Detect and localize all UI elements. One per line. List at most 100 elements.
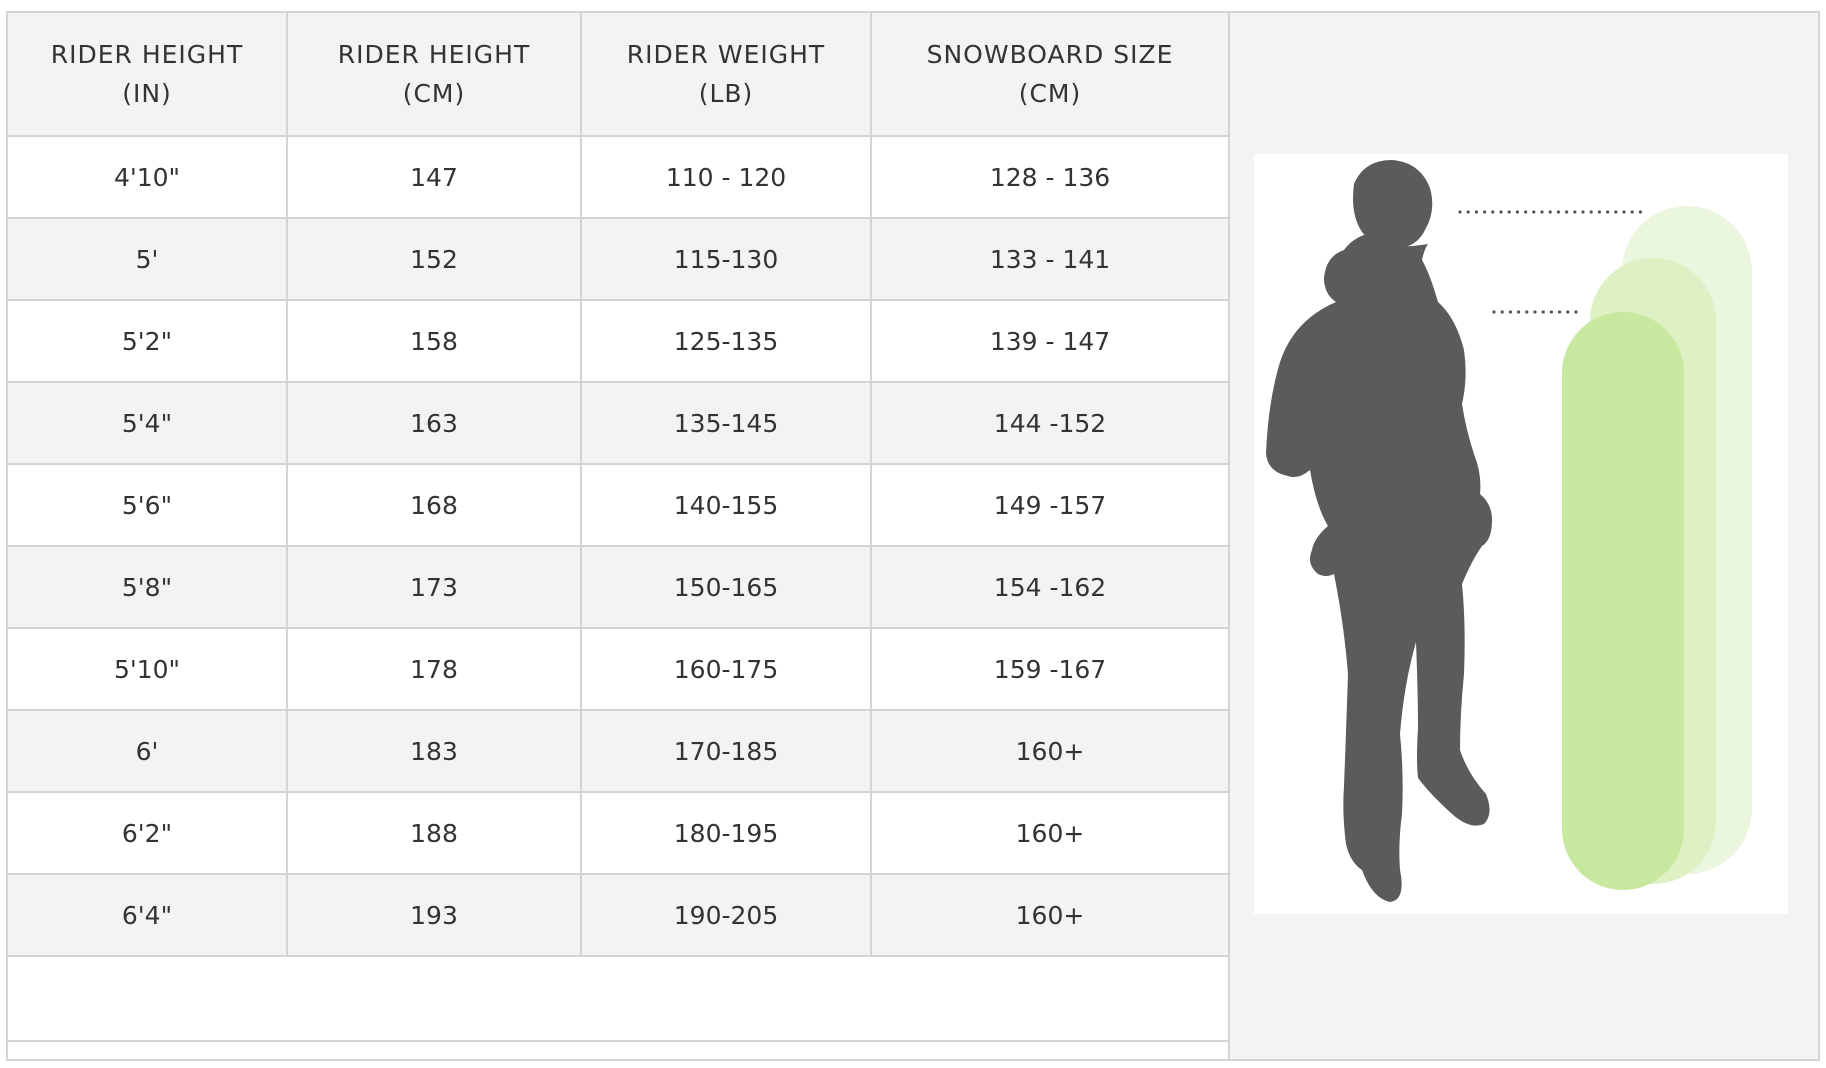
cell-board-size: 139 - 147 [870, 299, 1230, 383]
guide-dot [1581, 210, 1585, 214]
guide-dot [1574, 310, 1578, 314]
guide-dot [1548, 210, 1552, 214]
guide-dot [1556, 210, 1560, 214]
guide-dot [1541, 310, 1545, 314]
cell-height-in: 5'8" [6, 545, 288, 629]
table-row: 6'2" 188 180-195 160+ [6, 791, 1230, 875]
cell-height-in: 5' [6, 217, 288, 301]
cell-board-size: 144 -152 [870, 381, 1230, 465]
guide-dot [1566, 310, 1570, 314]
cell-height-in: 5'2" [6, 299, 288, 383]
snowboard-icon [1562, 206, 1752, 890]
cell-height-cm: 193 [286, 873, 582, 957]
guide-dot [1525, 310, 1529, 314]
guide-dot [1597, 210, 1601, 214]
guide-dots-upper [1458, 210, 1642, 214]
guide-dot [1630, 210, 1634, 214]
table-row: 6'4" 193 190-205 160+ [6, 873, 1230, 957]
cell-height-cm: 163 [286, 381, 582, 465]
guide-dot [1500, 310, 1504, 314]
table-row: 6' 183 170-185 160+ [6, 709, 1230, 793]
cell-height-cm: 183 [286, 709, 582, 793]
cell-height-cm: 168 [286, 463, 582, 547]
table-row: 5' 152 115-130 133 - 141 [6, 217, 1230, 301]
guide-dot [1614, 210, 1618, 214]
cell-height-in: 5'10" [6, 627, 288, 711]
guide-dot [1524, 210, 1528, 214]
header-label: RIDER HEIGHT [337, 40, 531, 69]
board-front-shape [1562, 312, 1684, 890]
guide-dot [1606, 210, 1610, 214]
cell-height-cm: 188 [286, 791, 582, 875]
cell-board-size: 160+ [870, 791, 1230, 875]
cell-weight-lb: 135-145 [580, 381, 872, 465]
header-rider-height-cm: RIDER HEIGHT (CM) [286, 11, 582, 137]
rider-head-shape [1353, 160, 1433, 248]
guide-dot [1573, 210, 1577, 214]
cell-height-cm: 152 [286, 217, 582, 301]
table-header-row: RIDER HEIGHT (IN) RIDER HEIGHT (CM) RIDE… [6, 11, 1230, 137]
cell-height-cm: 178 [286, 627, 582, 711]
guide-dot [1466, 210, 1470, 214]
header-rider-height-in: RIDER HEIGHT (IN) [6, 11, 288, 137]
guide-dot [1638, 210, 1642, 214]
cell-board-size: 160+ [870, 709, 1230, 793]
cell-height-in: 6'2" [6, 791, 288, 875]
illustration-svg [1266, 160, 1752, 902]
cell-weight-lb: 160-175 [580, 627, 872, 711]
rider-body-shape [1266, 232, 1492, 902]
cell-board-size: 133 - 141 [870, 217, 1230, 301]
guide-dot [1549, 310, 1553, 314]
cell-height-in: 6'4" [6, 873, 288, 957]
guide-dot [1558, 310, 1562, 314]
guide-dot [1515, 210, 1519, 214]
header-unit: (CM) [1018, 79, 1082, 108]
cell-height-cm: 173 [286, 545, 582, 629]
cell-weight-lb: 190-205 [580, 873, 872, 957]
guide-dot [1622, 210, 1626, 214]
guide-dot [1508, 310, 1512, 314]
guide-dot [1491, 210, 1495, 214]
rider-board-illustration [1254, 154, 1788, 914]
guide-dot [1533, 310, 1537, 314]
snowboard-size-table: RIDER HEIGHT (IN) RIDER HEIGHT (CM) RIDE… [6, 11, 1230, 1042]
header-snowboard-size-cm: SNOWBOARD SIZE (CM) [870, 11, 1230, 137]
cell-board-size: 149 -157 [870, 463, 1230, 547]
cell-weight-lb: 170-185 [580, 709, 872, 793]
header-unit: (IN) [122, 79, 172, 108]
guide-dot [1474, 210, 1478, 214]
cell-board-size: 128 - 136 [870, 135, 1230, 219]
cell-height-in: 6' [6, 709, 288, 793]
table-row: 5'4" 163 135-145 144 -152 [6, 381, 1230, 465]
table-row: 5'6" 168 140-155 149 -157 [6, 463, 1230, 547]
cell-weight-lb: 125-135 [580, 299, 872, 383]
cell-weight-lb: 180-195 [580, 791, 872, 875]
guide-dot [1458, 210, 1462, 214]
header-label: RIDER HEIGHT [50, 40, 244, 69]
table-spacer-row [6, 955, 1230, 1042]
table-row: 5'10" 178 160-175 159 -167 [6, 627, 1230, 711]
cell-board-size: 159 -167 [870, 627, 1230, 711]
guide-dots-lower [1492, 310, 1578, 314]
cell-board-size: 160+ [870, 873, 1230, 957]
cell-weight-lb: 110 - 120 [580, 135, 872, 219]
table-spacer-cell [6, 955, 1230, 1042]
guide-dot [1483, 210, 1487, 214]
guide-dot [1517, 310, 1521, 314]
cell-height-in: 5'4" [6, 381, 288, 465]
header-rider-weight-lb: RIDER WEIGHT (LB) [580, 11, 872, 137]
header-unit: (CM) [402, 79, 466, 108]
cell-weight-lb: 140-155 [580, 463, 872, 547]
header-unit: (LB) [698, 79, 754, 108]
guide-dot [1565, 210, 1569, 214]
rider-silhouette-icon [1266, 160, 1492, 902]
guide-dot [1540, 210, 1544, 214]
guide-dot [1589, 210, 1593, 214]
cell-weight-lb: 115-130 [580, 217, 872, 301]
header-label: SNOWBOARD SIZE [926, 40, 1174, 69]
table-row: 4'10" 147 110 - 120 128 - 136 [6, 135, 1230, 219]
guide-dot [1532, 210, 1536, 214]
guide-dot [1492, 310, 1496, 314]
cell-board-size: 154 -162 [870, 545, 1230, 629]
height-guide-dots [1458, 210, 1642, 314]
